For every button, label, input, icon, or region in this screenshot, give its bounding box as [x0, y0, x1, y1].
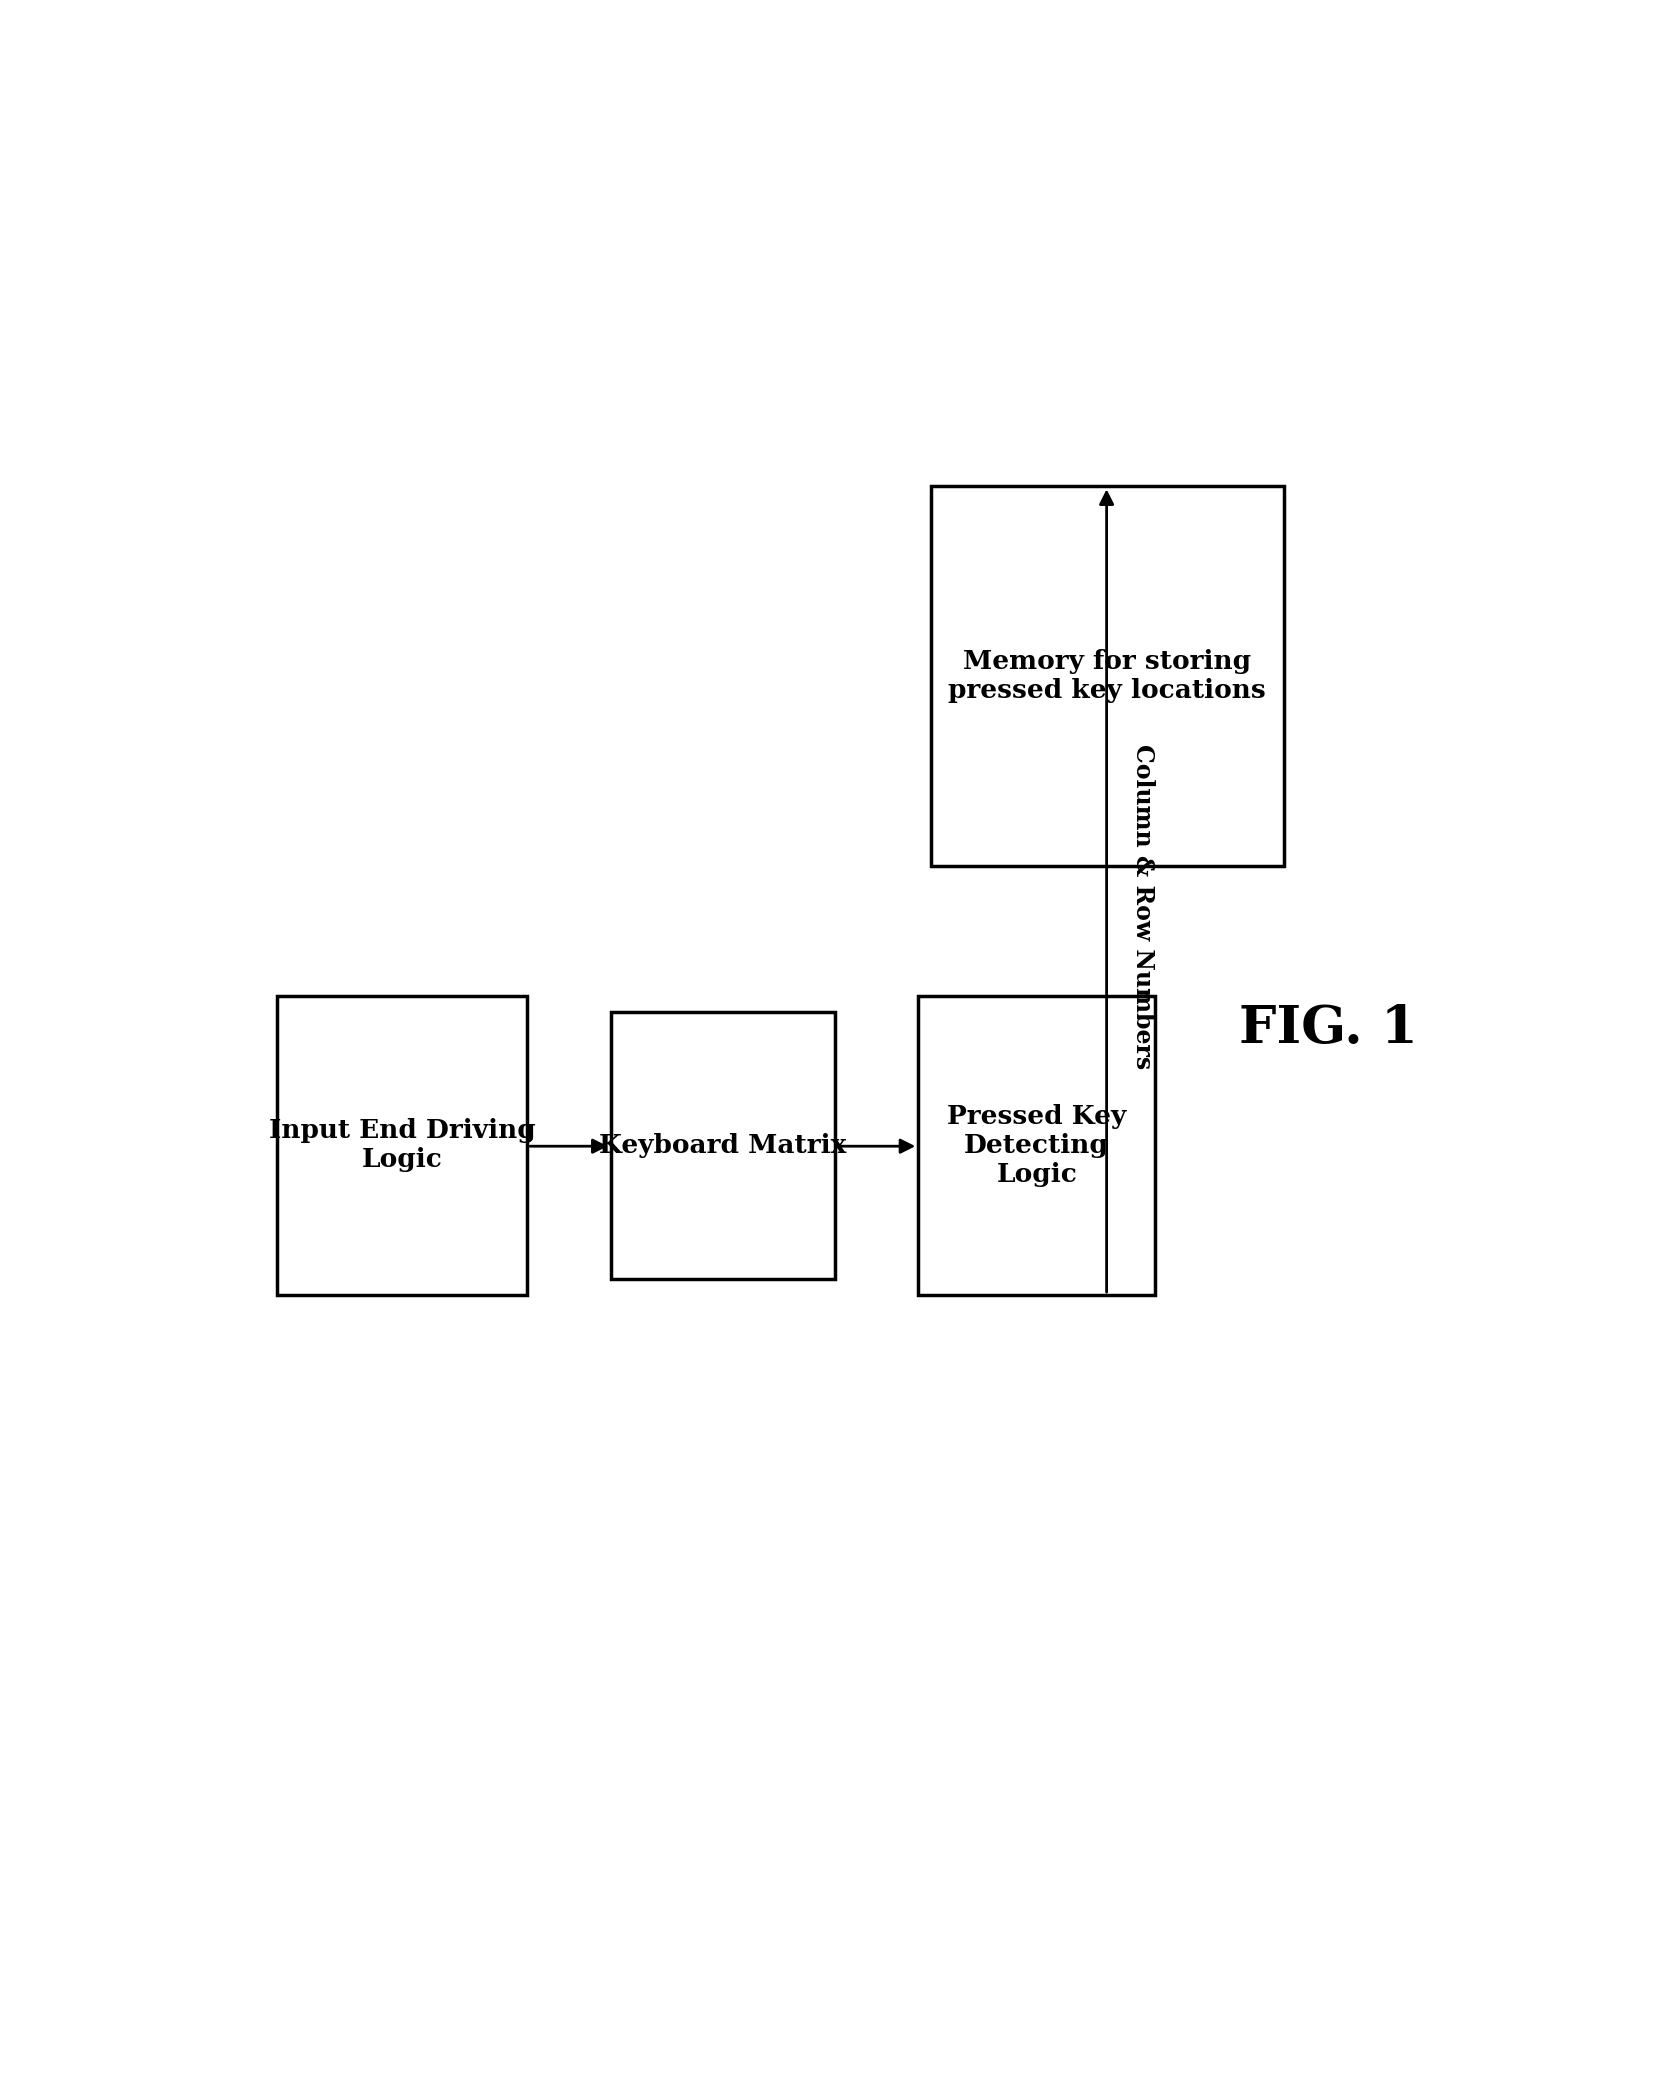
Text: FIG. 1: FIG. 1 [1239, 1002, 1417, 1054]
Text: Pressed Key
Detecting
Logic: Pressed Key Detecting Logic [948, 1105, 1126, 1186]
FancyBboxPatch shape [931, 487, 1284, 867]
FancyBboxPatch shape [918, 995, 1154, 1296]
FancyBboxPatch shape [278, 995, 528, 1296]
Text: Keyboard Matrix: Keyboard Matrix [599, 1132, 847, 1157]
Text: Column & Row Numbers: Column & Row Numbers [1130, 743, 1154, 1069]
Text: Memory for storing
pressed key locations: Memory for storing pressed key locations [948, 649, 1265, 704]
FancyBboxPatch shape [610, 1012, 835, 1279]
Text: Input End Driving
Logic: Input End Driving Logic [270, 1119, 536, 1172]
